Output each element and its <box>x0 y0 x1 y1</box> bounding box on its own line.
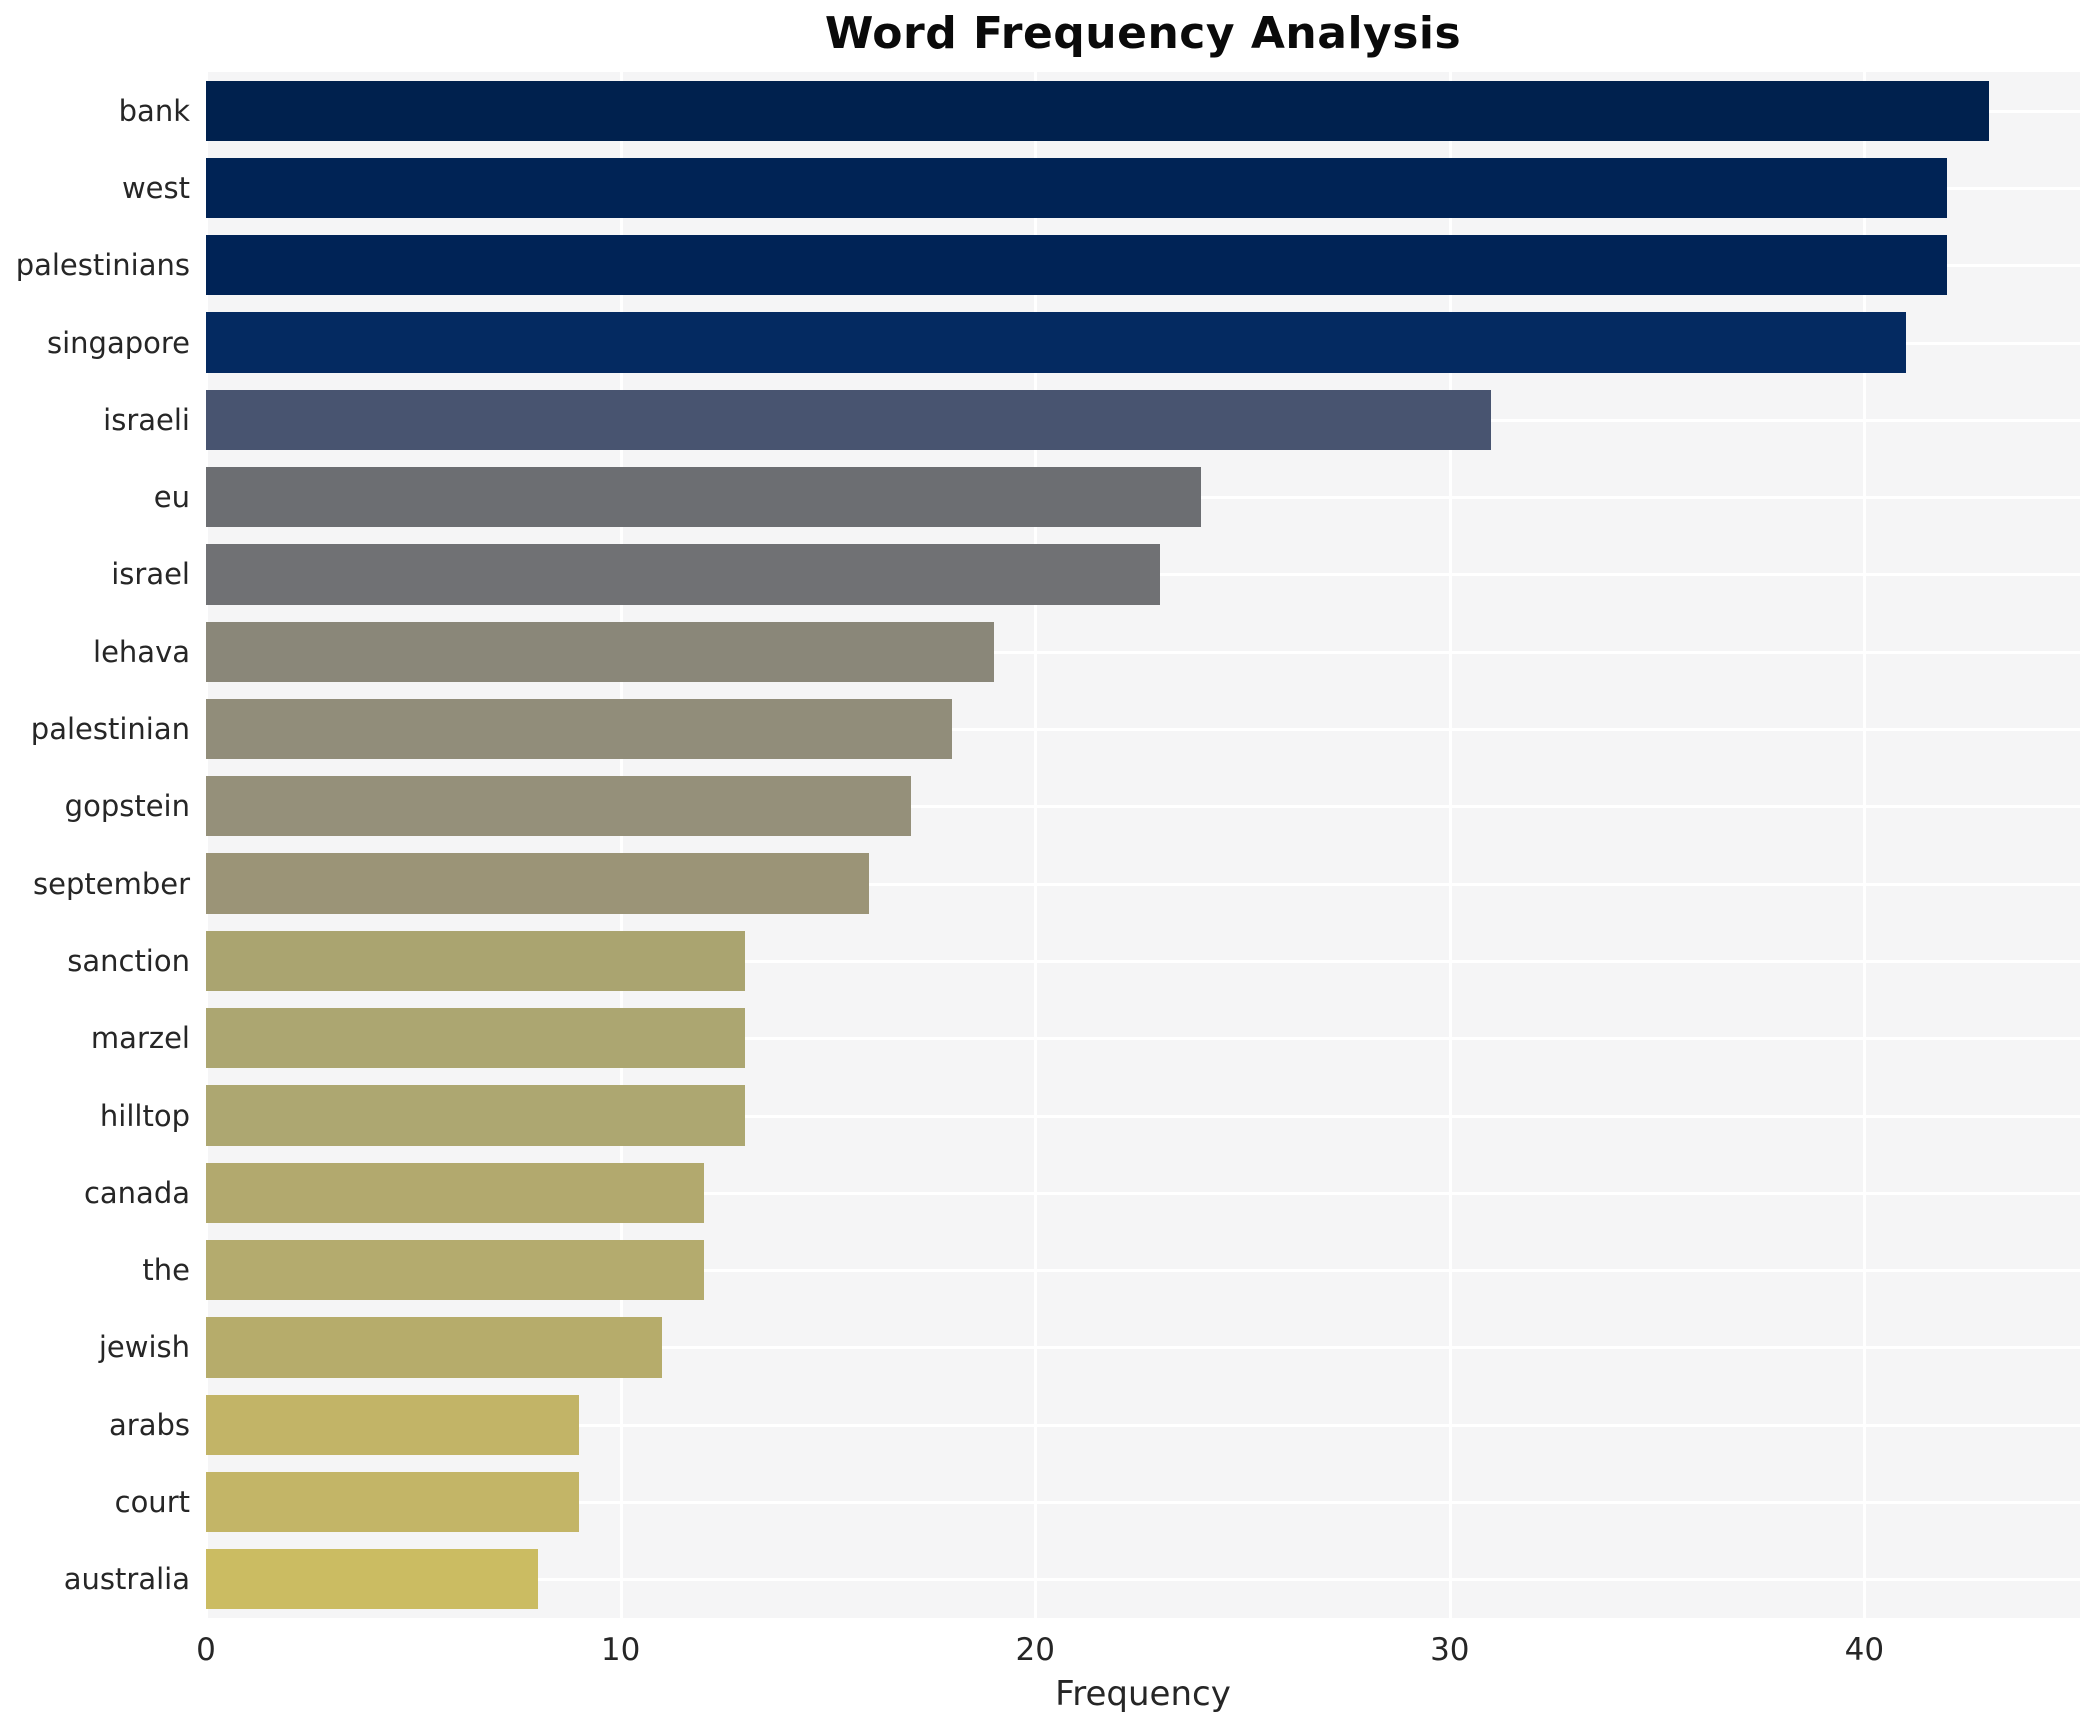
bar-row-west <box>206 149 2080 226</box>
bar-row-arabs <box>206 1386 2080 1463</box>
gridline-x-10 <box>619 72 623 1618</box>
bar-israeli <box>206 389 1492 450</box>
gridline-y <box>206 805 2080 809</box>
bar-australia <box>206 1549 538 1610</box>
plot-area <box>205 72 2080 1618</box>
y-label-west: west <box>121 170 190 205</box>
bar-marzel <box>206 1008 745 1069</box>
bar-row-bank <box>206 72 2080 149</box>
gridline-y <box>206 1578 2080 1582</box>
gridline-y <box>206 1191 2080 1195</box>
bar-west <box>206 157 1948 219</box>
bar-row-palestinians <box>206 227 2080 304</box>
bar-arabs <box>206 1394 580 1455</box>
bar-court <box>206 1471 580 1533</box>
y-label-eu: eu <box>153 480 190 515</box>
gridline-y <box>206 728 2080 732</box>
y-label-gopstein: gopstein <box>64 789 190 824</box>
bar-the <box>206 1239 704 1301</box>
y-label-jewish: jewish <box>98 1330 190 1365</box>
bar-sanction <box>206 930 745 992</box>
bar-eu <box>206 466 1202 528</box>
bar-bank <box>206 80 1989 141</box>
bar-row-palestinian <box>206 690 2080 767</box>
x-tick-40: 40 <box>1844 1632 1885 1668</box>
y-label-canada: canada <box>83 1175 190 1210</box>
gridline-x-40 <box>1863 72 1867 1618</box>
y-label-israel: israel <box>111 557 190 592</box>
y-label-bank: bank <box>118 93 190 128</box>
x-axis-title: Frequency <box>1055 1674 1231 1714</box>
bar-palestinians <box>206 235 1948 296</box>
y-label-sanction: sanction <box>67 943 190 978</box>
x-tick-20: 20 <box>1015 1632 1055 1668</box>
bar-row-the <box>206 1231 2080 1308</box>
gridline-y <box>206 1501 2080 1505</box>
bar-row-sanction <box>206 922 2080 999</box>
bar-row-singapore <box>206 304 2080 381</box>
bar-canada <box>206 1162 704 1223</box>
y-label-palestinian: palestinian <box>30 712 190 747</box>
gridline-y <box>206 1114 2080 1118</box>
bar-row-israeli <box>206 381 2080 458</box>
bar-hilltop <box>206 1085 745 1146</box>
gridline-x-20 <box>1034 72 1038 1618</box>
y-label-marzel: marzel <box>90 1021 190 1056</box>
x-tick-0: 0 <box>196 1632 216 1668</box>
y-label-hilltop: hilltop <box>99 1098 190 1133</box>
y-axis-labels: bank west palestinians singapore israeli eu is… <box>0 72 190 1618</box>
gridline-y <box>206 882 2080 886</box>
chart-title: Word Frequency Analysis <box>824 8 1462 59</box>
gridline-y <box>206 650 2080 654</box>
bar-singapore <box>206 312 1906 373</box>
x-tick-10: 10 <box>600 1632 641 1668</box>
bar-row-hilltop <box>206 1077 2080 1154</box>
y-label-september: september <box>33 866 190 901</box>
bar-row-australia <box>206 1541 2080 1618</box>
bar-row-israel <box>206 536 2080 613</box>
x-tick-30: 30 <box>1430 1632 1470 1668</box>
gridline-x-30 <box>1448 72 1452 1618</box>
y-label-palestinians: palestinians <box>15 248 190 283</box>
bar-row-lehava <box>206 613 2080 690</box>
x-axis-ticks: 0 10 20 30 40 <box>0 1632 2085 1672</box>
gridline-x-0 <box>205 72 208 1618</box>
y-label-israeli: israeli <box>103 402 190 437</box>
bar-row-eu <box>206 458 2080 535</box>
bar-palestinian <box>206 698 953 760</box>
bar-september <box>206 853 870 914</box>
bar-row-gopstein <box>206 768 2080 845</box>
y-label-singapore: singapore <box>46 325 190 360</box>
bar-row-jewish <box>206 1309 2080 1386</box>
bar-row-canada <box>206 1154 2080 1231</box>
bar-gopstein <box>206 776 911 837</box>
gridline-y <box>206 1037 2080 1041</box>
gridline-y <box>206 959 2080 963</box>
bar-row-marzel <box>206 1000 2080 1077</box>
y-label-the: the <box>142 1253 190 1288</box>
gridline-y <box>206 1346 2080 1350</box>
y-label-lehava: lehava <box>93 634 190 669</box>
bar-jewish <box>206 1317 663 1378</box>
gridline-y <box>206 1269 2080 1273</box>
gridline-y <box>206 1423 2080 1427</box>
bar-row-september <box>206 845 2080 922</box>
y-label-court: court <box>114 1484 190 1519</box>
bar-row-court <box>206 1463 2080 1540</box>
bar-rows <box>206 72 2080 1618</box>
bar-lehava <box>206 621 994 682</box>
y-label-arabs: arabs <box>109 1407 190 1442</box>
y-label-australia: australia <box>63 1562 190 1597</box>
bar-israel <box>206 544 1160 605</box>
